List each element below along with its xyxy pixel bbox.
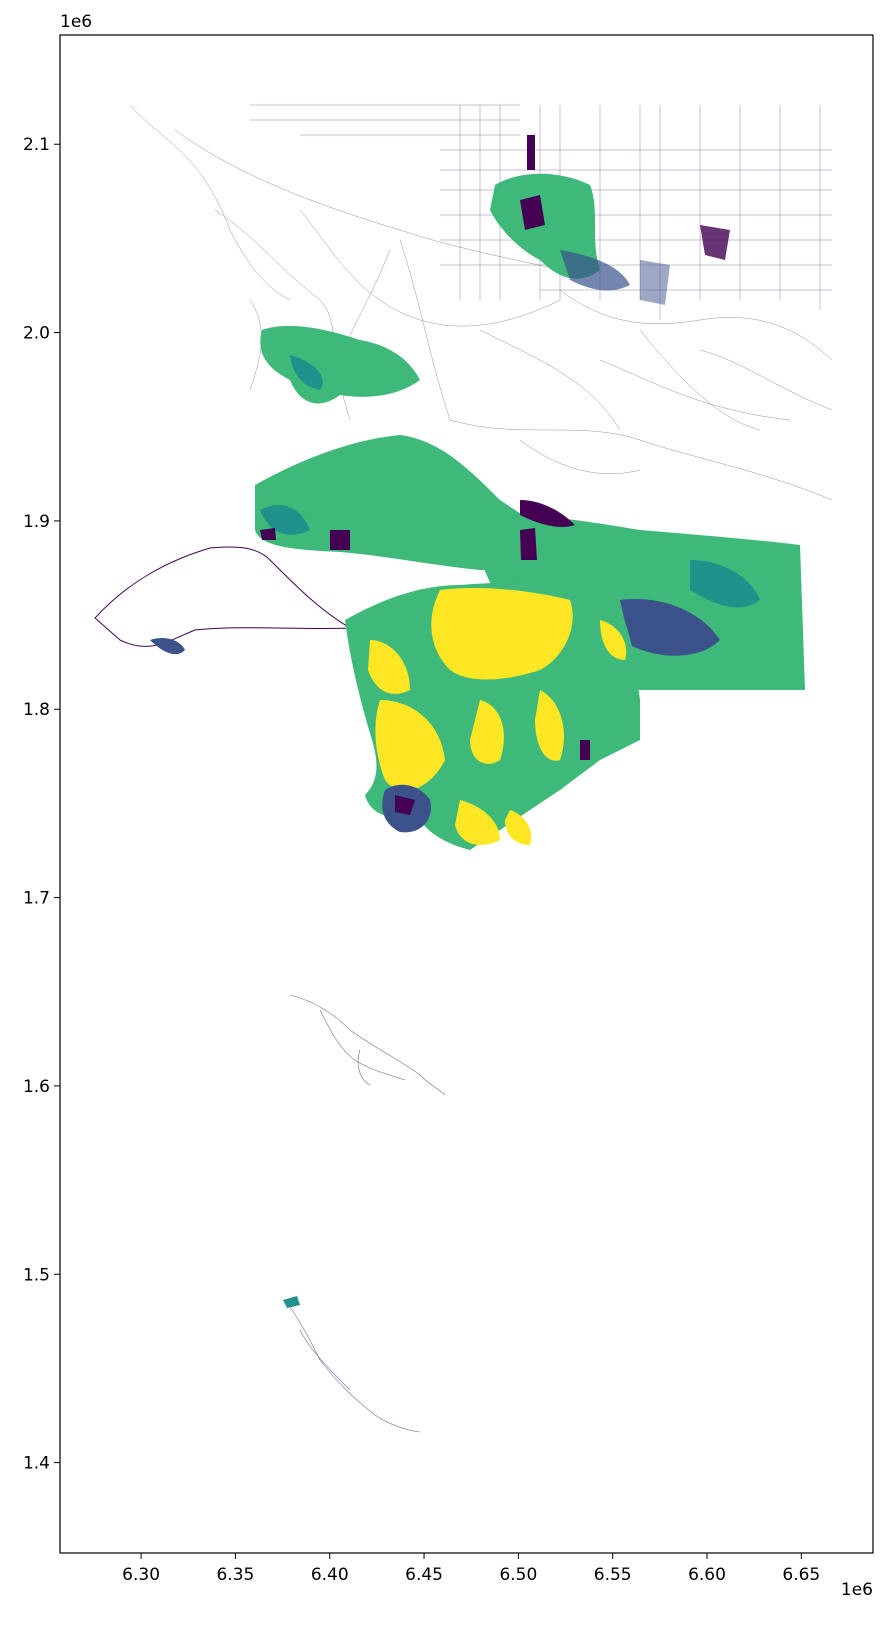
y-axis: 1.4 1.5 1.6 1.7 1.8 1.9 2.0 2.1 xyxy=(23,135,60,1474)
x-offset-label: 1e6 xyxy=(841,1580,873,1600)
santa-clarita-patch xyxy=(260,325,420,404)
desert-grid xyxy=(250,104,832,320)
x-tick-label: 6.45 xyxy=(405,1565,443,1585)
y-tick-label: 1.4 xyxy=(23,1454,50,1474)
x-axis: 6.30 6.35 6.40 6.45 6.50 6.55 6.60 6.65 xyxy=(122,1553,820,1585)
y-offset-label: 1e6 xyxy=(60,12,92,32)
catalina-island xyxy=(289,994,446,1096)
la-basin xyxy=(94,435,805,850)
road-network xyxy=(129,104,833,501)
x-tick-label: 6.40 xyxy=(311,1565,349,1585)
y-tick-label: 1.6 xyxy=(23,1077,50,1097)
y-tick-label: 1.7 xyxy=(23,889,50,909)
x-tick-label: 6.50 xyxy=(499,1565,537,1585)
x-tick-label: 6.55 xyxy=(594,1565,632,1585)
san-clemente-patch xyxy=(283,1296,300,1308)
map-area xyxy=(94,104,833,1433)
x-tick-label: 6.60 xyxy=(688,1565,726,1585)
y-tick-label: 1.9 xyxy=(23,512,50,532)
north-urban-patches xyxy=(490,135,730,305)
x-tick-label: 6.35 xyxy=(216,1565,254,1585)
y-tick-label: 1.5 xyxy=(23,1265,50,1285)
y-tick-label: 1.8 xyxy=(23,700,50,720)
san-clemente-island xyxy=(284,1299,421,1433)
y-tick-label: 2.1 xyxy=(23,135,50,155)
x-tick-label: 6.65 xyxy=(782,1565,820,1585)
y-tick-label: 2.0 xyxy=(23,324,50,344)
x-tick-label: 6.30 xyxy=(122,1565,160,1585)
